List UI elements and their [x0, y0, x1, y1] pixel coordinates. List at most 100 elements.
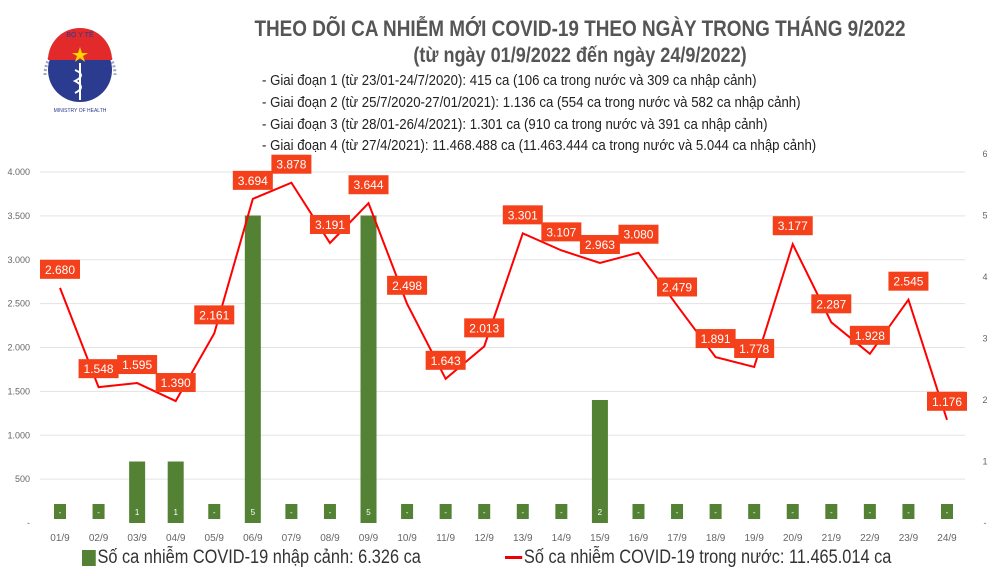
line-label-box — [309, 214, 350, 234]
legend-item-line: Số ca nhiễm COVID-19 trong nước: 11.465.… — [505, 547, 891, 569]
x-axis-tick: 12/9 — [474, 533, 494, 544]
right-axis-tick: - — [984, 518, 987, 528]
x-axis-tick: 08/9 — [320, 533, 340, 544]
line-label-box — [734, 338, 775, 358]
bar-label-box — [323, 504, 336, 519]
line-data-label: 1.928 — [855, 329, 885, 343]
line-label-box — [117, 355, 158, 375]
line-data-label: 3.878 — [276, 158, 306, 172]
x-axis-tick: 19/9 — [744, 533, 764, 544]
x-axis-tick: 24/9 — [937, 533, 957, 544]
bar-label-box — [246, 504, 259, 519]
bar-label: - — [483, 508, 486, 517]
line-label-box — [618, 224, 659, 244]
bar-label-box — [285, 504, 298, 519]
x-axis-tick: 22/9 — [860, 533, 880, 544]
line-data-label: 2.479 — [662, 280, 692, 294]
line-data-label: 3.301 — [508, 208, 538, 222]
line-data-label: 3.080 — [623, 228, 653, 242]
line-label-box — [541, 222, 582, 242]
x-axis-tick: 18/9 — [706, 533, 726, 544]
right-axis-tick: 4 — [982, 272, 987, 282]
line-data-label: 1.176 — [932, 395, 962, 409]
legend-label-line: Số ca nhiễm COVID-19 trong nước: 11.465.… — [523, 547, 892, 568]
chart-area: - 500 1.000 1.500 2.000 2.500 3.000 3.500 4.000 -… — [7, 149, 987, 544]
x-axis-tick: 03/9 — [127, 533, 147, 544]
x-axis-tick: 14/9 — [552, 533, 572, 544]
bar-label-box — [671, 504, 684, 519]
x-axis-tick: 05/9 — [205, 533, 225, 544]
bar-label: - — [59, 508, 62, 517]
x-axis-tick: 23/9 — [899, 533, 919, 544]
line-data-label: 3.644 — [354, 178, 384, 192]
line-label-box — [425, 350, 466, 370]
x-axis-tick: 20/9 — [783, 533, 803, 544]
line-data-label: 2.545 — [893, 275, 923, 289]
bar-label: - — [830, 508, 833, 517]
bar-label: 2 — [598, 508, 603, 517]
bar-label-box — [131, 504, 144, 519]
info-line-2: - Giai đoạn 2 (từ 25/7/2020-27/01/2021):… — [262, 94, 801, 111]
x-axis-tick: 09/9 — [359, 533, 379, 544]
svg-text:MINISTRY OF HEALTH: MINISTRY OF HEALTH — [54, 108, 107, 114]
legend-swatch-red-line — [505, 556, 523, 560]
line-data-label: 1.778 — [739, 342, 769, 356]
bar-label-box — [748, 504, 761, 519]
line-data-label: 2.963 — [585, 238, 615, 252]
line-label-box — [40, 259, 80, 279]
bar — [244, 215, 261, 523]
bar-label-box — [208, 504, 221, 519]
right-axis-tick: 6 — [982, 149, 987, 159]
bar-label-box — [709, 504, 722, 519]
bar — [591, 400, 608, 523]
info-line-1: - Giai đoạn 1 (từ 23/01-24/7/2020): 415 … — [262, 72, 757, 89]
bar-label-box — [478, 504, 491, 519]
bar-label-box — [362, 504, 375, 519]
line-label-box — [579, 234, 620, 254]
chart-subtitle: (từ ngày 01/9/2022 đến ngày 24/9/2022) — [413, 44, 747, 67]
x-axis-tick: 17/9 — [667, 533, 687, 544]
right-axis-tick: 1 — [982, 457, 987, 467]
left-axis-tick: 1.500 — [7, 386, 30, 396]
bar-label-box — [863, 504, 876, 519]
line-data-label: 2.013 — [469, 321, 499, 335]
bar-label: - — [753, 508, 756, 517]
legend-item-bar: Số ca nhiễm COVID-19 nhập cảnh: 6.326 ca — [82, 547, 421, 569]
line-data-label: 2.680 — [45, 263, 75, 277]
bar-label-box — [439, 504, 452, 519]
line-label-box — [888, 271, 929, 291]
x-axis-tick: 11/9 — [436, 533, 455, 544]
bar-label-box — [54, 504, 66, 519]
x-axis-tick: 07/9 — [282, 533, 302, 544]
line-series — [59, 181, 948, 421]
line-label-box — [155, 373, 196, 393]
bar-label-box — [516, 504, 529, 519]
x-axis-tick: 02/9 — [89, 533, 109, 544]
info-line-3: - Giai đoạn 3 (từ 28/01-26/4/2021): 1.30… — [262, 116, 768, 133]
line-label-box — [657, 277, 698, 297]
bar-label: - — [97, 508, 100, 517]
left-axis-tick: 4.000 — [7, 167, 30, 177]
bar-label: - — [406, 508, 409, 517]
line-data-label: 1.390 — [161, 376, 191, 390]
left-axis-tick: 1.000 — [7, 430, 30, 440]
line-data-label: 3.694 — [238, 174, 268, 188]
bar-label: 5 — [366, 508, 371, 517]
bar-label: - — [791, 508, 794, 517]
line-label-box — [811, 294, 852, 314]
x-axis-tick: 10/9 — [397, 533, 417, 544]
left-axis-tick: 3.000 — [7, 255, 30, 265]
line-label-box — [387, 275, 428, 295]
legend-swatch-green — [82, 549, 96, 566]
svg-text:BỘ Y TẾ: BỘ Y TẾ — [66, 29, 94, 39]
bar-label-box — [825, 504, 838, 519]
left-axis-tick: 2.500 — [7, 299, 30, 309]
line-label-box — [849, 325, 890, 345]
line-label-box — [502, 205, 543, 225]
info-line-4: - Giai đoạn 4 (từ 27/4/2021): 11.468.488… — [262, 137, 817, 154]
line-data-label: 1.548 — [84, 362, 114, 376]
line-data-label: 2.498 — [392, 279, 422, 293]
bar-label-box — [92, 504, 105, 519]
bar-label-box — [169, 504, 182, 519]
x-axis-tick: 04/9 — [166, 533, 186, 544]
